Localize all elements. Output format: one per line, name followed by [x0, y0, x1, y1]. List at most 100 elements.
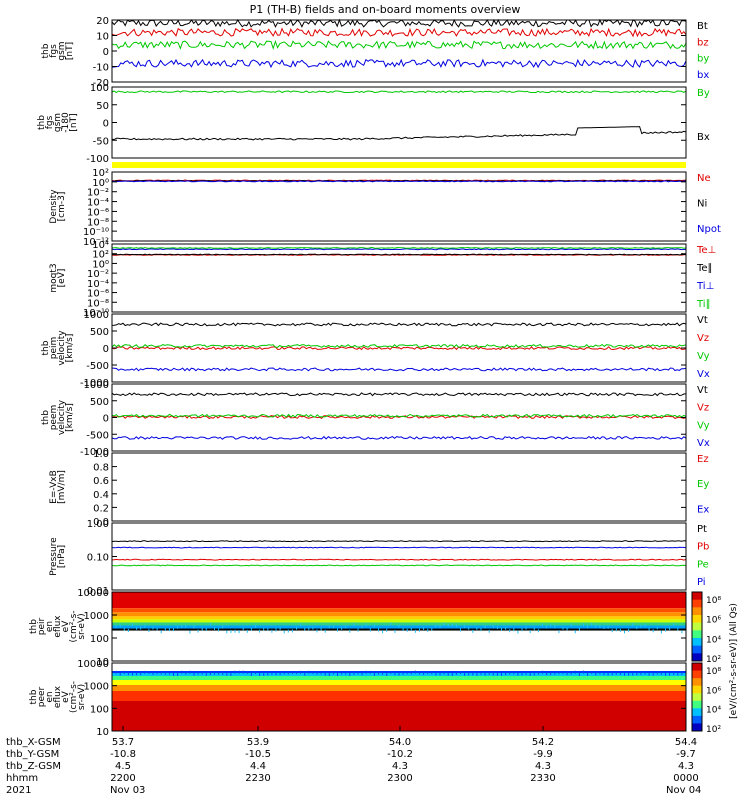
- y-axis-label: thb: [41, 340, 51, 355]
- series-line-Bt: [111, 18, 687, 28]
- date-end: Nov 04: [666, 785, 701, 796]
- y-axis-label: [km/s]: [65, 403, 75, 432]
- y-axis-label: peim: [49, 337, 59, 360]
- y-axis-label: Pressure: [49, 537, 59, 576]
- legend-Pe: Pe: [697, 559, 709, 570]
- y-axis-label: thb: [37, 115, 47, 130]
- y-tick-label: 10: [96, 727, 109, 738]
- ephemeris-x-value: 54.0: [389, 737, 411, 748]
- y-tick-label: 0.01: [87, 586, 109, 597]
- y-axis-label: [nT]: [65, 42, 75, 60]
- y-tick-label: 1.00: [87, 519, 109, 530]
- y-axis-label: [mV/m]: [57, 470, 67, 504]
- y-tick-label: -20: [93, 78, 109, 89]
- y-axis-label: fgs: [49, 44, 59, 58]
- legend-Ti⊥: Ti⊥: [696, 281, 714, 292]
- legend-Vz: Vz: [697, 333, 709, 344]
- chart-title: P1 (TH-B) fields and on-board moments ov…: [250, 3, 521, 16]
- legend-Vy: Vy: [697, 420, 710, 431]
- y-tick-label: 50: [96, 101, 109, 112]
- y-axis-label: -180: [61, 112, 71, 133]
- y-axis-label: [eV]: [57, 269, 67, 288]
- y-axis-label: velocity: [57, 330, 67, 366]
- flag-bar: [112, 162, 686, 168]
- series-line-Ti⊥: [111, 248, 687, 251]
- y-axis-label: thb: [29, 619, 39, 634]
- colorbar-tick: 10⁴: [706, 635, 721, 645]
- legend-By: By: [697, 88, 710, 99]
- legend-Ex: Ex: [697, 504, 709, 515]
- y-axis-label: sr-eV): [77, 613, 87, 639]
- series-line-Vz: [111, 414, 687, 420]
- legend-Ne: Ne: [697, 173, 711, 184]
- panel-frame: [111, 243, 687, 313]
- legend-Vz: Vz: [697, 403, 709, 414]
- spectrogram-band: [112, 691, 686, 701]
- y-tick-label: 1.0: [93, 449, 109, 460]
- spectrogram-band: [112, 608, 686, 613]
- legend-Bt: Bt: [697, 21, 708, 32]
- series-line-by: [111, 39, 687, 51]
- colorbar-frame: [691, 591, 703, 662]
- y-axis-label: E=-VxB: [49, 470, 59, 504]
- y-tick-label: 10⁻⁴: [87, 198, 109, 209]
- spectrogram-band: [112, 671, 686, 673]
- y-axis-label: thb: [41, 43, 51, 58]
- legend-Te∥: Te∥: [696, 263, 713, 274]
- series-line-Vt: [111, 392, 687, 397]
- y-axis-label: [km/s]: [65, 334, 75, 363]
- colorbar-segment: [692, 645, 702, 654]
- date-start: Nov 03: [110, 785, 145, 796]
- colorbar-tick: 10²: [706, 725, 721, 735]
- ephemeris-z-value: 4.3: [535, 761, 551, 772]
- ephemeris-row-label: hhmm: [6, 773, 38, 784]
- y-axis-label: thb: [41, 410, 51, 425]
- y-tick-label: 10⁻⁶: [87, 207, 109, 218]
- colorbar-segment: [692, 715, 702, 724]
- y-tick-label: 10⁻¹⁰: [83, 308, 109, 319]
- y-tick-label: 100: [90, 704, 109, 715]
- legend-Vx: Vx: [697, 438, 710, 449]
- ephemeris-y-value: -10.5: [245, 749, 271, 760]
- ephemeris-z-value: 4.3: [392, 761, 408, 772]
- legend-Vy: Vy: [697, 351, 710, 362]
- series-line-Bx: [111, 126, 687, 141]
- colorbar-tick: 10⁸: [706, 667, 721, 677]
- colorbar-segment: [692, 638, 702, 647]
- colorbar-segment: [692, 678, 702, 687]
- y-tick-label: 0.10: [87, 553, 109, 564]
- colorbar-tick: 10⁶: [706, 616, 721, 626]
- ephemeris-x-value: 53.9: [247, 737, 269, 748]
- y-axis-label: [nPa]: [57, 545, 67, 568]
- ephemeris-z-value: 4.5: [115, 761, 131, 772]
- y-axis-label: Density: [49, 189, 59, 224]
- y-tick-label: -50: [93, 136, 109, 147]
- spectrogram-band: [112, 612, 686, 617]
- series-line-bx: [111, 58, 687, 69]
- series-line-Vt: [111, 322, 687, 327]
- spectrogram-band: [112, 622, 686, 626]
- y-tick-label: 500: [90, 397, 109, 408]
- series-line-Ti∥: [111, 246, 687, 249]
- ephemeris-hhmm-value: 2330: [530, 773, 555, 784]
- y-tick-label: 100: [90, 634, 109, 645]
- series-line-Pe: [111, 564, 687, 567]
- colorbar-segment: [692, 592, 702, 601]
- colorbar-1: 10⁸ 10⁶ 10⁴ 10²: [691, 591, 721, 665]
- series-line-Vy: [111, 413, 687, 418]
- y-tick-label: 0.4: [93, 490, 109, 501]
- legend-Ni: Ni: [697, 199, 707, 210]
- colorbar-segment: [692, 670, 702, 679]
- y-axis-label: eflux: [53, 615, 63, 638]
- ephemeris-y-value: -9.9: [533, 749, 553, 760]
- y-tick-label: 0: [103, 414, 109, 425]
- colorbar-segment: [692, 599, 702, 608]
- spectrogram-band: [112, 619, 686, 623]
- panel-frame: [111, 522, 687, 591]
- ephemeris-x-value: 54.4: [675, 737, 697, 748]
- legend-Vt: Vt: [697, 315, 708, 326]
- y-tick-label: -500: [86, 361, 109, 372]
